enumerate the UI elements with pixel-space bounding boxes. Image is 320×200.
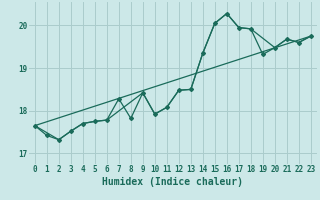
X-axis label: Humidex (Indice chaleur): Humidex (Indice chaleur)	[102, 177, 243, 187]
